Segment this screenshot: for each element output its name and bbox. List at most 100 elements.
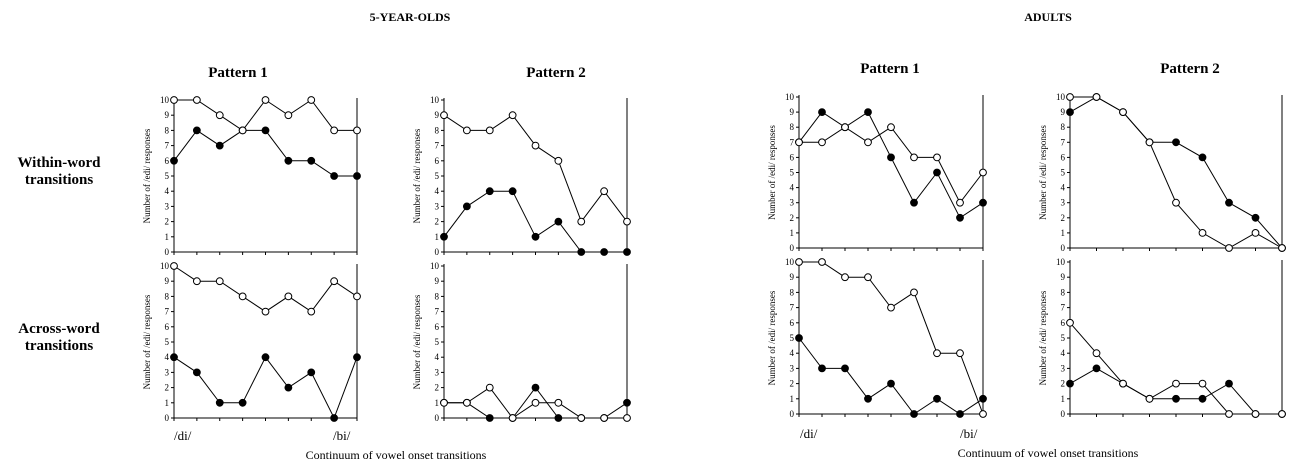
data-point-filled: [1251, 213, 1260, 222]
data-point-filled: [554, 414, 563, 422]
y-tick-label: 5: [435, 337, 440, 347]
data-point-filled: [284, 156, 293, 165]
data-point-open: [910, 288, 918, 297]
data-point-open: [1066, 93, 1074, 101]
y-tick-label: 3: [435, 367, 440, 377]
data-point-filled: [1225, 198, 1233, 207]
y-tick-label: 8: [790, 122, 795, 132]
data-point-open: [307, 307, 316, 316]
data-point-filled: [554, 217, 563, 226]
y-tick-label: 9: [435, 276, 440, 286]
series-line-open: [1070, 96, 1283, 249]
y-tick-label: 9: [1061, 272, 1066, 282]
data-point-open: [1119, 379, 1127, 388]
y-tick-label: 8: [790, 287, 795, 297]
y-tick-label: 2: [165, 217, 170, 227]
data-point-open: [238, 126, 247, 135]
data-point-filled: [440, 232, 448, 241]
data-point-open: [979, 168, 987, 177]
series-line-open: [799, 261, 984, 415]
y-tick-label: 3: [435, 201, 440, 211]
data-point-filled: [307, 368, 316, 377]
data-point-open: [307, 96, 316, 104]
pattern-title-adults-1: Pattern 1: [860, 61, 920, 77]
data-point-open: [577, 414, 586, 422]
y-tick-label: 6: [1061, 152, 1066, 162]
data-point-open: [554, 156, 563, 165]
data-point-filled: [531, 232, 540, 241]
y-tick-label: 8: [165, 125, 170, 135]
y-tick-label: 5: [790, 168, 795, 178]
data-point-filled: [623, 248, 631, 256]
y-tick-label: 7: [790, 137, 795, 147]
y-tick-label: 1: [1061, 228, 1066, 238]
panel-7: 0 1 2 3 4 5 6 7 8 9 10 Number of /edi/ responses: [1038, 257, 1286, 419]
panel-2: 0 1 2 3 4 5 6 7 8 9 10 Number of /edi/ responses: [767, 92, 987, 253]
x-axis-label-adults: Continuum of vowel onset transitions: [958, 446, 1139, 460]
data-point-filled: [887, 153, 895, 162]
data-point-open: [462, 126, 471, 135]
y-tick-label: 5: [790, 333, 795, 343]
row-label-across-line1: Across-word: [18, 321, 100, 337]
data-point-filled: [577, 248, 586, 256]
y-tick-label: 0: [435, 413, 440, 423]
y-tick-label: 9: [790, 107, 795, 117]
y-tick-label: 0: [1061, 243, 1066, 253]
group-title-children: 5-YEAR-OLDS: [370, 10, 451, 24]
y-tick-label: 7: [165, 307, 170, 317]
data-point-open: [956, 198, 964, 207]
y-tick-label: 1: [435, 398, 440, 408]
data-point-filled: [1198, 394, 1207, 403]
data-point-open: [170, 96, 178, 104]
series-line-filled: [1069, 367, 1282, 415]
data-point-filled: [933, 168, 941, 177]
data-point-open: [1172, 198, 1180, 207]
y-tick-label: 2: [435, 217, 440, 227]
y-tick-label: 4: [1061, 183, 1066, 193]
data-point-filled: [841, 364, 849, 373]
data-point-open: [170, 262, 178, 270]
data-point-open: [956, 349, 964, 358]
y-tick-label: 7: [435, 307, 440, 317]
series-line-filled: [173, 356, 358, 420]
data-point-open: [192, 96, 201, 104]
y-tick-label: 0: [790, 243, 795, 253]
data-point-open: [531, 398, 540, 407]
data-point-open: [1225, 410, 1233, 418]
data-point-open: [795, 258, 803, 266]
panel-5: 0 1 2 3 4 5 6 7 8 9 10 Number of /edi/ responses: [412, 261, 631, 423]
y-tick-label: 3: [1061, 363, 1066, 373]
y-tick-label: 1: [165, 232, 170, 242]
y-tick-label: 4: [435, 352, 440, 362]
data-point-open: [818, 258, 826, 266]
y-tick-label: 2: [1061, 213, 1066, 223]
data-point-filled: [307, 156, 316, 165]
y-tick-label: 10: [1056, 257, 1066, 267]
data-point-filled: [170, 353, 178, 362]
y-tick-label: 6: [435, 322, 440, 332]
series-line-filled: [173, 129, 357, 177]
y-tick-label: 9: [165, 276, 170, 286]
data-point-filled: [1066, 108, 1074, 116]
y-tick-label: 2: [435, 383, 440, 393]
y-axis-label: Number of /edi/ responses: [142, 128, 152, 223]
y-tick-label: 5: [165, 171, 170, 181]
y-tick-label: 0: [165, 413, 170, 423]
y-tick-label: 9: [435, 110, 440, 120]
data-point-open: [1251, 229, 1260, 237]
data-point-open: [330, 277, 339, 286]
y-tick-label: 1: [790, 228, 795, 238]
y-tick-label: 4: [165, 352, 170, 362]
data-point-open: [353, 126, 361, 135]
data-point-filled: [508, 187, 517, 196]
data-point-filled: [330, 414, 339, 422]
y-axis-label: Number of /edi/ responses: [767, 125, 777, 220]
data-point-filled: [956, 410, 964, 418]
pattern-title-children-1: Pattern 1: [208, 65, 268, 81]
data-point-open: [577, 217, 586, 226]
y-tick-label: 6: [435, 156, 440, 166]
data-point-open: [887, 123, 895, 132]
series-line-open: [174, 99, 357, 132]
data-point-open: [554, 398, 563, 407]
